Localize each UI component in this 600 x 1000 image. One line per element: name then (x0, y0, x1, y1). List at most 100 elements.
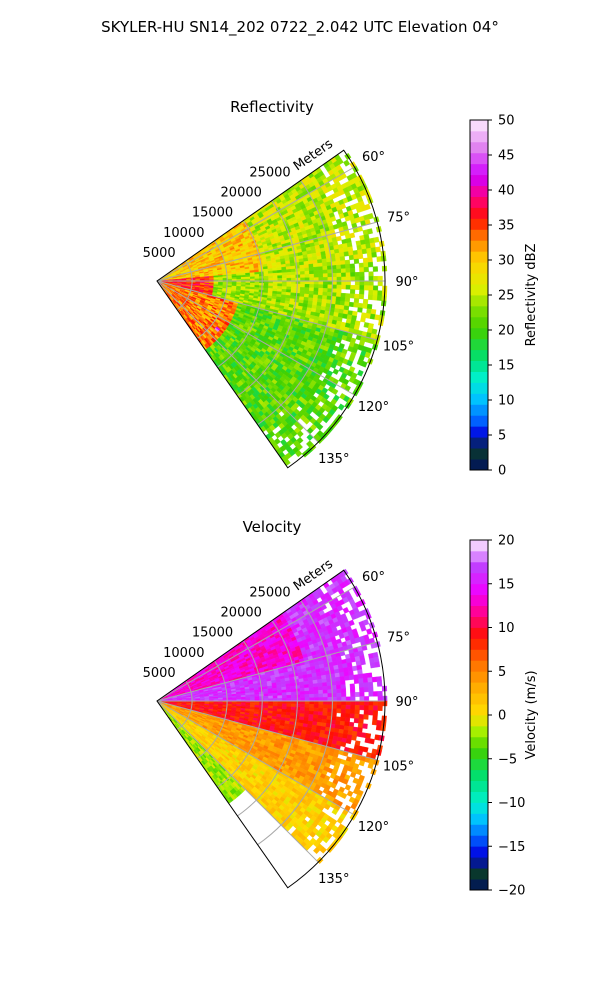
field-cell (368, 280, 374, 286)
field-cell (322, 291, 328, 297)
field-cell (286, 694, 292, 699)
field-cell (277, 695, 283, 699)
field-cell (377, 275, 383, 282)
field-cell (308, 683, 314, 688)
field-cell (336, 276, 342, 282)
field-cell (339, 256, 346, 262)
field-cell (322, 262, 328, 267)
field-cell (331, 708, 338, 714)
field-cell (322, 700, 328, 705)
field-cell (350, 272, 356, 278)
field-cell (268, 693, 274, 697)
field-cell (286, 274, 292, 279)
field-cell (376, 681, 383, 687)
field-cell (322, 685, 328, 691)
field-cell (309, 273, 315, 278)
field-cell (309, 707, 315, 712)
field-cell (286, 691, 292, 696)
field-cell (327, 284, 333, 289)
field-cell (363, 285, 370, 291)
field-cell (332, 280, 338, 286)
field-cell (371, 251, 377, 258)
field-cell (304, 287, 310, 292)
field-cell (313, 707, 319, 712)
field-cell (350, 700, 356, 706)
field-cell (317, 711, 324, 716)
field-cell (259, 702, 265, 706)
field-cell (236, 277, 242, 280)
field-cell (350, 696, 356, 702)
field-cell (335, 296, 342, 302)
field-cell (295, 268, 301, 273)
colorbar-tick-label: 30 (498, 254, 515, 269)
field-cell (357, 369, 364, 377)
field-cell (322, 288, 328, 293)
field-cell (359, 696, 365, 702)
field-cell (272, 272, 278, 277)
colorbar-tick-label: 25 (498, 289, 515, 304)
field-cell (336, 272, 342, 278)
field-cell (313, 697, 319, 702)
field-cell (236, 697, 242, 700)
field-cell (281, 283, 288, 287)
field-cell (318, 689, 324, 695)
field-cell (367, 261, 374, 268)
colorbar-segment (470, 360, 488, 372)
field-cell (371, 676, 378, 683)
colorbar-segment (470, 130, 488, 143)
field-cell (359, 271, 365, 277)
field-cell (372, 705, 379, 711)
field-cell (309, 270, 315, 275)
field-cell (349, 687, 356, 693)
field-cell (354, 705, 360, 711)
field-cell (336, 268, 342, 274)
field-cell (286, 286, 292, 291)
colorbar-tick-label: 35 (498, 219, 515, 234)
field-cell (318, 287, 324, 293)
field-cell (359, 289, 365, 295)
field-cell (327, 273, 333, 278)
field-cell (313, 280, 319, 285)
field-cell (374, 661, 381, 668)
field-cell (368, 705, 374, 711)
field-cell (259, 282, 265, 286)
field-cell (318, 280, 324, 285)
field-cell (348, 670, 354, 676)
field-cells (157, 568, 388, 864)
colorbar-segment (470, 284, 488, 296)
field-cell (345, 713, 351, 719)
field-cell (295, 286, 301, 291)
field-cell (375, 246, 381, 253)
field-cell (313, 704, 319, 709)
field-cell (272, 283, 278, 287)
field-cell (354, 271, 360, 277)
field-cell (349, 683, 356, 689)
field-cell (343, 251, 350, 257)
colorbar-segment (470, 262, 488, 274)
colorbar-segment (470, 349, 488, 362)
field-cell (309, 690, 315, 695)
field-cell (366, 228, 373, 235)
range-tick-label: 15000 (192, 206, 233, 221)
field-cell (304, 687, 310, 692)
field-cell (327, 708, 333, 713)
field-cell (304, 703, 310, 708)
colorbar-segment (470, 120, 488, 132)
colorbar-segment (470, 152, 488, 165)
field-cell (249, 276, 256, 280)
field-cell (318, 707, 324, 713)
field-cell (354, 276, 360, 282)
field-cell (340, 712, 346, 718)
field-cell (353, 674, 359, 680)
field-cell (354, 285, 360, 291)
field-cell (277, 703, 283, 707)
field-cell (286, 283, 292, 288)
colorbar-segment (470, 229, 488, 241)
field-cell (313, 686, 319, 691)
field-cell (360, 659, 366, 666)
field-cell (372, 285, 379, 291)
colorbar-tick-label: 10 (498, 394, 515, 409)
field-cell (245, 696, 251, 700)
field-cell (359, 267, 365, 273)
field-cell (354, 293, 360, 299)
